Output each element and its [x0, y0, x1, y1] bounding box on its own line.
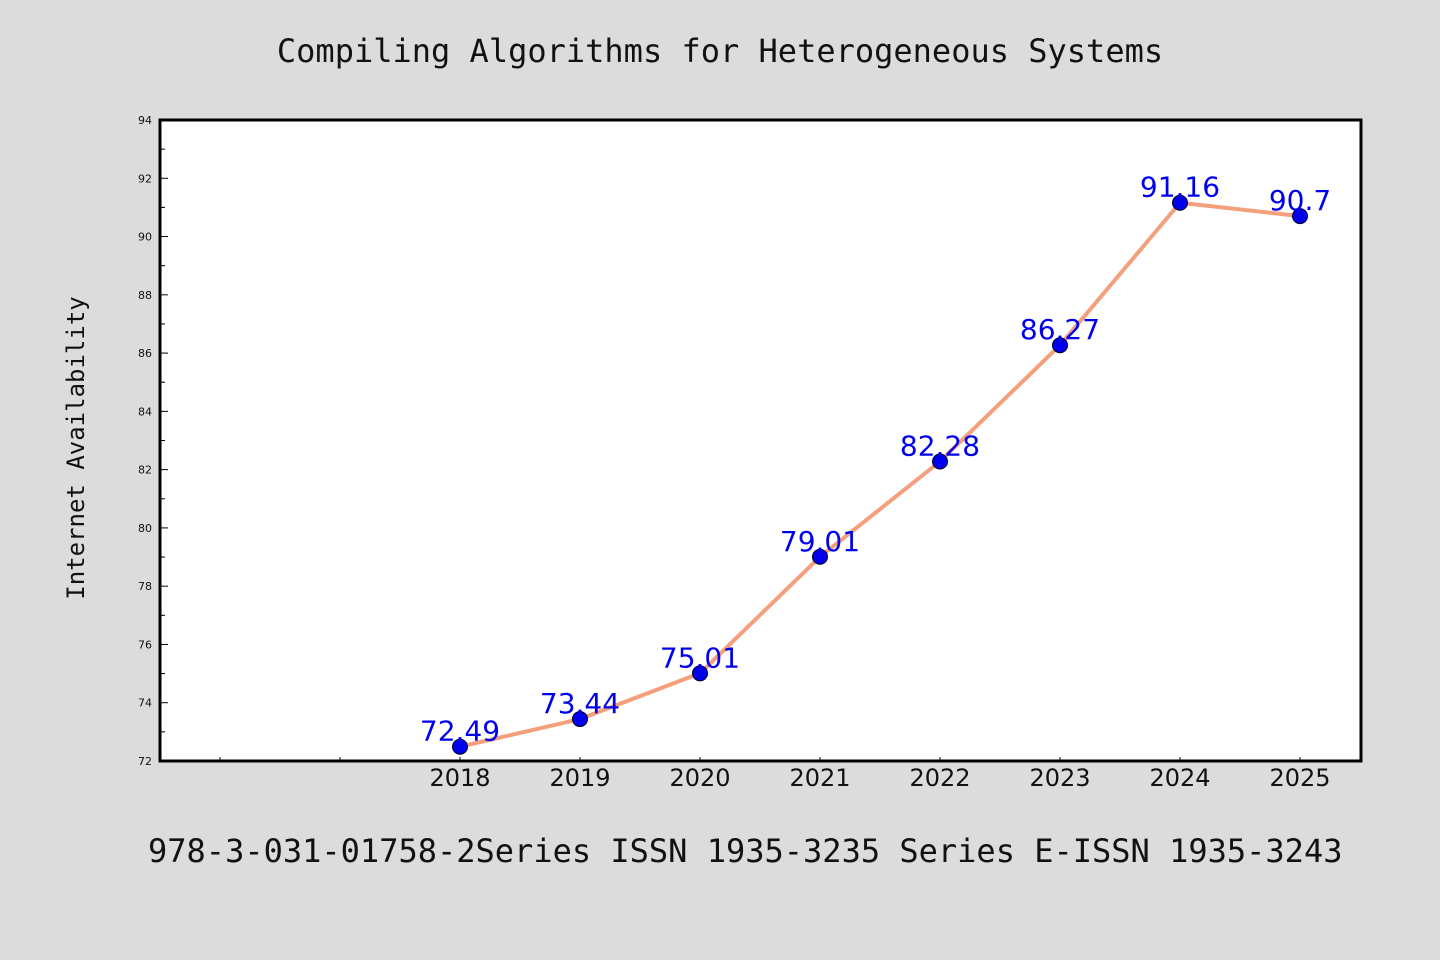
data-point — [932, 453, 948, 470]
y-tick-label: 92 — [138, 172, 152, 185]
x-tick-label: 2022 — [909, 764, 970, 792]
y-axis: 72 74 76 78 80 82 84 86 88 90 92 94 — [138, 114, 168, 768]
series-line — [459, 200, 1301, 749]
data-point — [1172, 194, 1188, 211]
data-labels: 72.49 73.44 75.01 79.01 82.28 86.27 91.16 90.7 — [420, 171, 1331, 748]
x-tick-label: 2024 — [1149, 764, 1210, 792]
data-points — [452, 194, 1308, 755]
y-tick-label: 76 — [138, 638, 152, 651]
data-label: 91.16 — [1140, 171, 1220, 204]
data-point — [452, 738, 468, 755]
x-tick-label: 2019 — [549, 764, 610, 792]
isbn-issn-text: 978-3-031-01758-2Series ISSN 1935-3235 S… — [148, 832, 1343, 870]
y-tick-label: 84 — [138, 405, 152, 418]
data-point — [572, 711, 588, 728]
y-tick-label: 72 — [138, 755, 152, 768]
x-tick-label: 2025 — [1269, 764, 1330, 792]
plot-area — [158, 118, 1363, 763]
y-tick-label: 82 — [138, 464, 152, 477]
x-tick-label: 2018 — [429, 764, 490, 792]
data-label: 72.49 — [420, 715, 500, 748]
data-point — [1052, 337, 1068, 354]
data-label: 73.44 — [540, 687, 620, 720]
data-label: 79.01 — [780, 525, 860, 558]
y-tick-label: 90 — [138, 231, 152, 244]
y-axis-label: Internet Availability — [62, 296, 90, 599]
data-label: 90.7 — [1269, 184, 1331, 217]
chart-title: Compiling Algorithms for Heterogeneous S… — [276, 32, 1164, 70]
data-label: 86.27 — [1020, 313, 1100, 346]
x-tick-label: 2023 — [1029, 764, 1090, 792]
x-tick-label: 2020 — [669, 764, 730, 792]
y-tick-label: 74 — [138, 697, 152, 710]
y-tick-label: 78 — [138, 580, 152, 593]
y-tick-label: 80 — [138, 522, 152, 535]
data-label: 82.28 — [900, 429, 980, 462]
data-point — [1292, 208, 1308, 225]
y-tick-label: 88 — [138, 289, 152, 302]
data-point — [692, 665, 708, 682]
y-tick-label: 86 — [138, 347, 152, 360]
data-point — [812, 548, 828, 565]
data-label: 75.01 — [660, 641, 740, 674]
x-tick-label: 2021 — [789, 764, 850, 792]
y-tick-label: 94 — [138, 114, 152, 127]
x-axis: 2018 2019 2020 2021 2022 2023 2024 2025 — [219, 757, 1331, 792]
